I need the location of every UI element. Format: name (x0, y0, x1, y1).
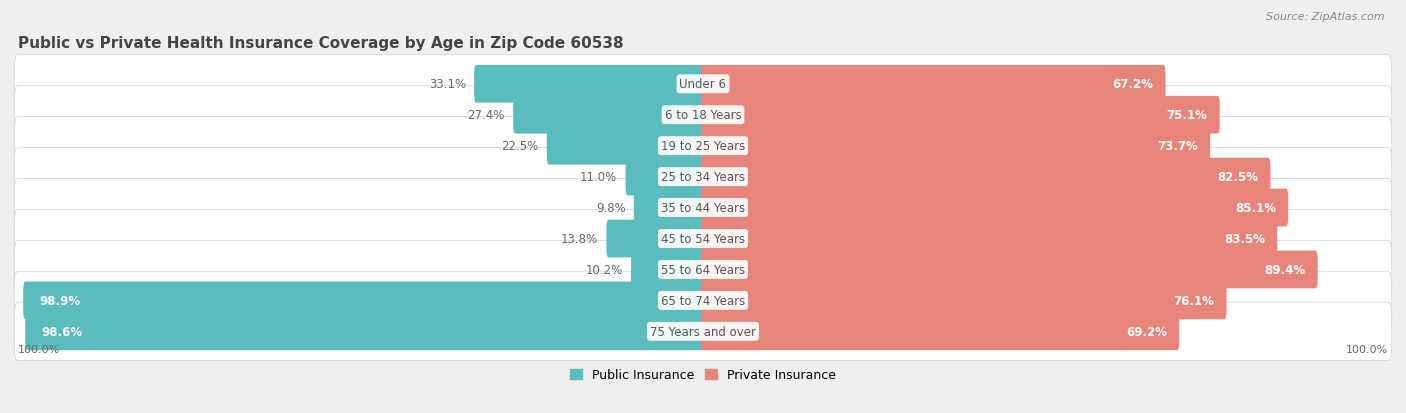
Text: 100.0%: 100.0% (18, 344, 60, 354)
Text: 100.0%: 100.0% (1346, 344, 1388, 354)
Text: 27.4%: 27.4% (468, 109, 505, 122)
Text: 33.1%: 33.1% (429, 78, 465, 91)
Text: 19 to 25 Years: 19 to 25 Years (661, 140, 745, 153)
Text: 98.9%: 98.9% (39, 294, 80, 307)
FancyBboxPatch shape (14, 241, 1392, 299)
FancyBboxPatch shape (14, 272, 1392, 330)
Text: 45 to 54 Years: 45 to 54 Years (661, 233, 745, 245)
Text: 35 to 44 Years: 35 to 44 Years (661, 202, 745, 214)
FancyBboxPatch shape (702, 220, 1277, 258)
Text: 25 to 34 Years: 25 to 34 Years (661, 171, 745, 184)
FancyBboxPatch shape (702, 66, 1166, 103)
FancyBboxPatch shape (14, 148, 1392, 206)
Text: 11.0%: 11.0% (581, 171, 617, 184)
Text: 76.1%: 76.1% (1174, 294, 1215, 307)
Text: 85.1%: 85.1% (1234, 202, 1275, 214)
FancyBboxPatch shape (702, 97, 1219, 134)
FancyBboxPatch shape (14, 56, 1392, 114)
FancyBboxPatch shape (702, 128, 1211, 165)
Text: 13.8%: 13.8% (561, 233, 598, 245)
FancyBboxPatch shape (702, 282, 1226, 320)
Text: 22.5%: 22.5% (502, 140, 538, 153)
Text: 10.2%: 10.2% (585, 263, 623, 276)
FancyBboxPatch shape (14, 86, 1392, 145)
Text: 67.2%: 67.2% (1112, 78, 1153, 91)
Text: 82.5%: 82.5% (1218, 171, 1258, 184)
FancyBboxPatch shape (25, 313, 704, 350)
FancyBboxPatch shape (702, 251, 1317, 289)
Text: 6 to 18 Years: 6 to 18 Years (665, 109, 741, 122)
Text: Under 6: Under 6 (679, 78, 727, 91)
FancyBboxPatch shape (702, 313, 1180, 350)
FancyBboxPatch shape (606, 220, 704, 258)
Text: Source: ZipAtlas.com: Source: ZipAtlas.com (1267, 12, 1385, 22)
Legend: Public Insurance, Private Insurance: Public Insurance, Private Insurance (565, 363, 841, 387)
FancyBboxPatch shape (547, 128, 704, 165)
FancyBboxPatch shape (702, 158, 1271, 196)
Text: 65 to 74 Years: 65 to 74 Years (661, 294, 745, 307)
FancyBboxPatch shape (14, 302, 1392, 361)
FancyBboxPatch shape (14, 210, 1392, 268)
FancyBboxPatch shape (513, 97, 704, 134)
FancyBboxPatch shape (626, 158, 704, 196)
FancyBboxPatch shape (14, 117, 1392, 176)
Text: 55 to 64 Years: 55 to 64 Years (661, 263, 745, 276)
Text: 75.1%: 75.1% (1167, 109, 1208, 122)
Text: 98.6%: 98.6% (41, 325, 82, 338)
Text: 83.5%: 83.5% (1225, 233, 1265, 245)
FancyBboxPatch shape (24, 282, 704, 320)
Text: Public vs Private Health Insurance Coverage by Age in Zip Code 60538: Public vs Private Health Insurance Cover… (18, 36, 623, 50)
Text: 9.8%: 9.8% (596, 202, 626, 214)
Text: 89.4%: 89.4% (1264, 263, 1305, 276)
FancyBboxPatch shape (634, 189, 704, 227)
Text: 69.2%: 69.2% (1126, 325, 1167, 338)
FancyBboxPatch shape (631, 251, 704, 289)
Text: 73.7%: 73.7% (1157, 140, 1198, 153)
FancyBboxPatch shape (14, 179, 1392, 237)
Text: 75 Years and over: 75 Years and over (650, 325, 756, 338)
FancyBboxPatch shape (474, 66, 704, 103)
FancyBboxPatch shape (702, 189, 1288, 227)
